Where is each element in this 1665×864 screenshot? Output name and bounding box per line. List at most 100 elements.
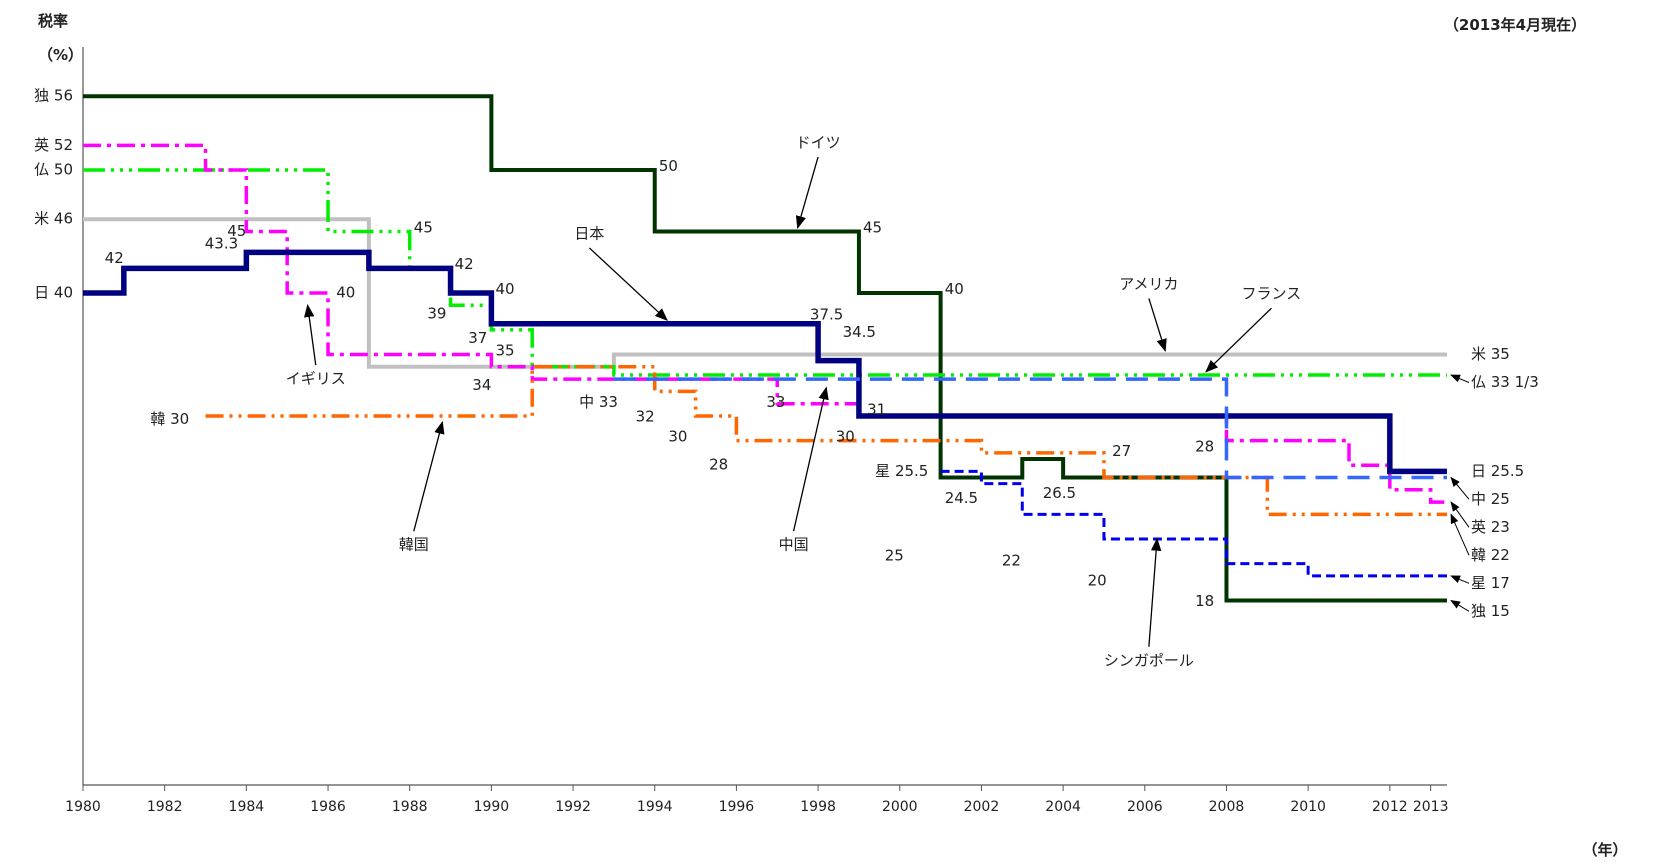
value-annotation: 20	[1088, 571, 1107, 589]
end-label-korea: 韓 22	[1471, 546, 1510, 564]
value-annotation: 50	[659, 157, 678, 175]
y-axis-title: 税率	[38, 12, 68, 30]
x-tick-label: 1982	[147, 799, 183, 815]
end-label-japan: 日 25.5	[1471, 462, 1524, 480]
value-annotation: 45	[227, 222, 246, 240]
value-annotation: 星 25.5	[875, 462, 928, 480]
x-tick-label: 1980	[65, 799, 101, 815]
series-line-uk	[83, 143, 1447, 504]
series-line-korea	[205, 365, 1447, 517]
end-label-arrow	[1450, 575, 1470, 584]
series-line-china	[613, 377, 1447, 480]
value-annotation: 24.5	[945, 489, 978, 507]
series-callout-label: 中国	[779, 536, 809, 554]
x-tick-label: 2010	[1290, 799, 1326, 815]
x-tick-label: 1996	[719, 799, 755, 815]
x-tick-label: 1986	[310, 799, 346, 815]
x-tick-label: 2006	[1127, 799, 1163, 815]
series-callout-label: イギリス	[286, 370, 346, 388]
value-annotation: 18	[1195, 592, 1214, 610]
x-tick-label: 2013	[1413, 799, 1449, 815]
callout-arrow	[588, 247, 668, 321]
x-tick-label: 1988	[392, 799, 428, 815]
value-annotation: 28	[1195, 437, 1214, 455]
x-tick-label: 2012	[1372, 799, 1408, 815]
x-tick-label: 1994	[637, 799, 673, 815]
value-annotation: 40	[945, 280, 964, 298]
value-annotation: 37	[468, 329, 487, 347]
series-line-france	[83, 168, 1447, 377]
callout-arrow	[1148, 298, 1167, 353]
series-callout-label: アメリカ	[1119, 275, 1178, 293]
value-annotation: 27	[1112, 442, 1131, 460]
x-tick-label: 1998	[800, 799, 836, 815]
callout-arrow	[792, 386, 829, 532]
series-callout-label: 日本	[574, 224, 604, 242]
value-annotation: 34	[472, 376, 491, 394]
start-label-germany: 独 56	[34, 87, 73, 105]
series-line-germany	[83, 94, 1447, 603]
value-annotation: 43.3	[205, 234, 238, 252]
series-callout-label: 韓国	[399, 536, 429, 554]
end-label-arrow	[1450, 501, 1470, 528]
x-tick-label: 2008	[1209, 799, 1245, 815]
y-axis-unit: （%）	[38, 46, 83, 64]
end-label-germany: 独 15	[1471, 602, 1510, 620]
end-label-usa: 米 35	[1471, 345, 1510, 363]
value-annotation: 22	[1002, 552, 1021, 570]
end-label-arrow	[1450, 476, 1470, 500]
start-label-uk: 英 52	[34, 136, 73, 154]
series-line-singapore	[940, 469, 1447, 578]
callout-arrow	[304, 304, 317, 366]
callout-arrow	[1205, 307, 1272, 373]
end-label-arrow	[1450, 599, 1470, 612]
x-tick-label: 1990	[474, 799, 510, 815]
x-tick-label: 2002	[964, 799, 1000, 815]
axes: 1980 1982 1984 1986 1988 1990 1992 1994 1996 1998…	[65, 47, 1448, 815]
start-label-usa: 米 46	[34, 210, 73, 228]
callout-arrow	[413, 420, 445, 532]
value-annotation: 45	[863, 218, 882, 236]
x-axis-unit: （年）	[1582, 841, 1627, 859]
end-label-uk: 英 23	[1471, 518, 1510, 536]
value-annotation: 42	[105, 249, 124, 267]
series-layer	[83, 94, 1447, 603]
value-annotation: 34.5	[843, 323, 876, 341]
series-line-japan	[83, 249, 1447, 475]
value-annotation: 31	[867, 400, 886, 418]
value-annotation: 韓 30	[150, 410, 189, 428]
value-annotation: 中 33	[579, 393, 618, 411]
date-note: （2013年4月現在）	[1444, 16, 1586, 34]
value-annotation: 35	[495, 341, 514, 359]
start-label-japan: 日 40	[34, 284, 73, 302]
end-label-china: 中 25	[1471, 490, 1510, 508]
value-annotation: 45	[414, 218, 433, 236]
x-tick-label: 2000	[882, 799, 918, 815]
value-annotation: 30	[836, 427, 855, 445]
x-tick-label: 1992	[555, 799, 591, 815]
value-annotation: 42	[455, 255, 474, 273]
value-annotation: 25	[885, 547, 904, 565]
callout-arrow	[795, 156, 819, 230]
value-annotation: 28	[709, 456, 728, 474]
value-annotation: 39	[427, 304, 446, 322]
series-callout-label: ドイツ	[796, 133, 841, 151]
label-layer: 独 56 英 52 仏 50 米 46 日 40 米 35 仏 33 1/3 日 25.5 中 …	[34, 87, 1539, 670]
x-tick-label: 1984	[229, 799, 265, 815]
value-annotation: 37.5	[810, 306, 843, 324]
value-annotation: 32	[636, 408, 655, 426]
value-annotation: 26.5	[1043, 484, 1076, 502]
end-label-france: 仏 33 1/3	[1471, 373, 1539, 391]
value-annotation: 30	[668, 427, 687, 445]
start-label-france: 仏 50	[34, 161, 73, 179]
x-tick-label: 2004	[1045, 799, 1081, 815]
end-label-singapore: 星 17	[1471, 574, 1510, 592]
value-annotation: 33	[766, 393, 785, 411]
series-callout-label: シンガポール	[1104, 651, 1194, 669]
series-callout-label: フランス	[1242, 285, 1302, 303]
end-label-arrow	[1450, 513, 1470, 556]
value-annotation: 40	[336, 284, 355, 302]
callout-arrow	[1148, 537, 1162, 647]
end-label-arrow	[1450, 374, 1470, 383]
